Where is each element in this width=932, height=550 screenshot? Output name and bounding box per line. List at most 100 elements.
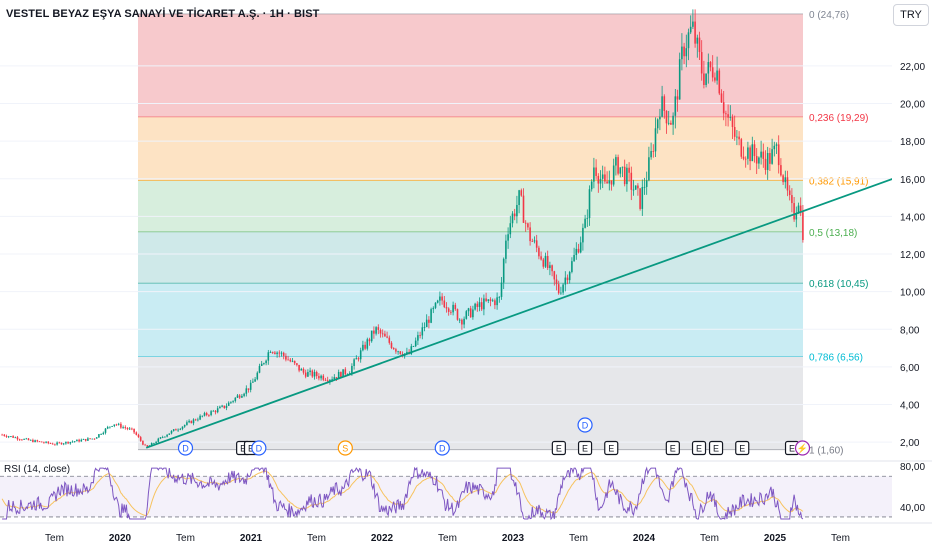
candle-body bbox=[267, 352, 270, 361]
candle-body bbox=[535, 240, 538, 248]
candle-body bbox=[377, 327, 380, 330]
event-marker-earnings[interactable]: E bbox=[551, 440, 566, 456]
candle-body bbox=[432, 307, 435, 310]
candle-body bbox=[439, 296, 441, 301]
candle-body bbox=[683, 46, 685, 57]
candle-body bbox=[595, 167, 597, 176]
rsi-pane[interactable]: 80,00 40,00 bbox=[0, 460, 932, 523]
candle-body bbox=[370, 330, 373, 342]
candle-body bbox=[557, 284, 560, 294]
event-marker-dividend[interactable]: D bbox=[577, 417, 593, 433]
candle-body bbox=[562, 284, 564, 293]
candle-body bbox=[333, 377, 336, 380]
candle-body bbox=[480, 302, 483, 310]
event-marker-split[interactable]: S bbox=[337, 440, 353, 456]
candle-body bbox=[179, 428, 182, 430]
candle-body bbox=[78, 439, 80, 442]
candle-body bbox=[117, 423, 120, 425]
candle-body bbox=[410, 346, 413, 354]
candle-body bbox=[296, 363, 298, 365]
fib-band bbox=[138, 116, 803, 181]
grid bbox=[0, 65, 892, 443]
candle-body bbox=[142, 440, 144, 445]
candle-body bbox=[571, 261, 573, 272]
candle-body bbox=[280, 352, 283, 354]
candle-body bbox=[513, 213, 516, 217]
support-trendline[interactable] bbox=[145, 177, 894, 449]
event-marker-label: E bbox=[240, 444, 246, 454]
candle-body bbox=[34, 440, 36, 443]
candle-body bbox=[274, 352, 276, 355]
candle-body bbox=[725, 113, 727, 115]
event-marker-earnings[interactable]: E bbox=[665, 440, 680, 456]
candle-body bbox=[524, 222, 527, 224]
event-marker-earnings[interactable]: E bbox=[735, 440, 750, 456]
candle-body bbox=[25, 438, 28, 440]
event-marker-shape bbox=[665, 440, 680, 456]
candle-body bbox=[238, 395, 241, 398]
candle-body bbox=[766, 153, 769, 170]
candle-body bbox=[245, 388, 248, 394]
candle-body bbox=[692, 21, 694, 27]
event-marker-earnings[interactable]: E bbox=[708, 440, 724, 456]
candle-body bbox=[293, 360, 296, 364]
candle-body bbox=[533, 240, 536, 242]
candle-body bbox=[670, 122, 672, 125]
candle-body bbox=[634, 185, 637, 190]
event-markers[interactable]: D E E D S DDE E E E E E E E ⚡ bbox=[177, 417, 811, 456]
candle-body bbox=[49, 443, 52, 444]
candle-body bbox=[170, 430, 173, 434]
candle-body bbox=[689, 26, 692, 33]
candle-body bbox=[742, 156, 745, 159]
candle-body bbox=[223, 405, 226, 408]
time-tick-label: Tem bbox=[569, 533, 588, 544]
candle-body bbox=[379, 329, 382, 334]
candle-body bbox=[324, 379, 327, 381]
time-axis[interactable]: Tem 2020 Tem 2021 Tem 2022 Tem 2023 Tem 2024 Tem 20… bbox=[0, 522, 932, 544]
candle-body bbox=[252, 381, 254, 383]
candle-body bbox=[329, 379, 331, 382]
price-axis[interactable]: 2,00 4,00 6,00 8,00 10,00 12,00 14,00 16,00 18,0… bbox=[892, 0, 932, 461]
candle-body bbox=[1, 434, 3, 436]
candle-body bbox=[615, 157, 617, 166]
candle-body bbox=[27, 438, 30, 441]
rsi-indicator-label[interactable]: RSI (14, close) bbox=[4, 464, 71, 475]
candle-body bbox=[760, 151, 762, 158]
event-marker-earnings[interactable]: E bbox=[691, 440, 707, 456]
candle-body bbox=[700, 52, 703, 74]
candle-body bbox=[326, 380, 329, 382]
candle-body bbox=[104, 428, 107, 433]
candle-body bbox=[399, 351, 402, 355]
candle-body bbox=[36, 440, 39, 442]
event-marker-earnings[interactable]: E bbox=[577, 440, 593, 456]
event-marker-flash[interactable]: ⚡ bbox=[794, 440, 811, 456]
event-marker-dividend[interactable]: D bbox=[251, 440, 267, 456]
price-tick-label: 4,00 bbox=[900, 401, 920, 412]
candle-body bbox=[340, 372, 342, 378]
event-marker-earnings[interactable]: E bbox=[604, 440, 619, 456]
candle-body bbox=[626, 167, 628, 185]
candle-body bbox=[10, 436, 12, 437]
candle-body bbox=[681, 46, 683, 60]
event-marker-label: E bbox=[608, 444, 614, 454]
candle-body bbox=[489, 299, 492, 301]
candle-body bbox=[161, 437, 164, 438]
candle-body bbox=[14, 437, 17, 439]
candle-body bbox=[709, 62, 712, 68]
candle-body bbox=[452, 304, 454, 313]
currency-selector[interactable]: TRY bbox=[893, 4, 929, 26]
event-marker-dividend[interactable]: D bbox=[434, 440, 450, 456]
candle-body bbox=[287, 359, 289, 361]
fibonacci-retracement[interactable]: 0 (24,76) 0,236 (19,29) 0,382 (15,91) 0,5 (… bbox=[138, 10, 869, 457]
price-axis-bg bbox=[892, 0, 932, 461]
candle-body bbox=[716, 70, 718, 81]
event-marker-dividend[interactable]: D bbox=[177, 440, 194, 456]
candle-body bbox=[720, 93, 723, 103]
candle-body bbox=[791, 195, 793, 204]
candle-body bbox=[190, 420, 193, 424]
candle-body bbox=[263, 363, 265, 364]
candle-body bbox=[3, 434, 6, 436]
trendline[interactable] bbox=[145, 177, 894, 449]
candle-body bbox=[623, 166, 626, 185]
